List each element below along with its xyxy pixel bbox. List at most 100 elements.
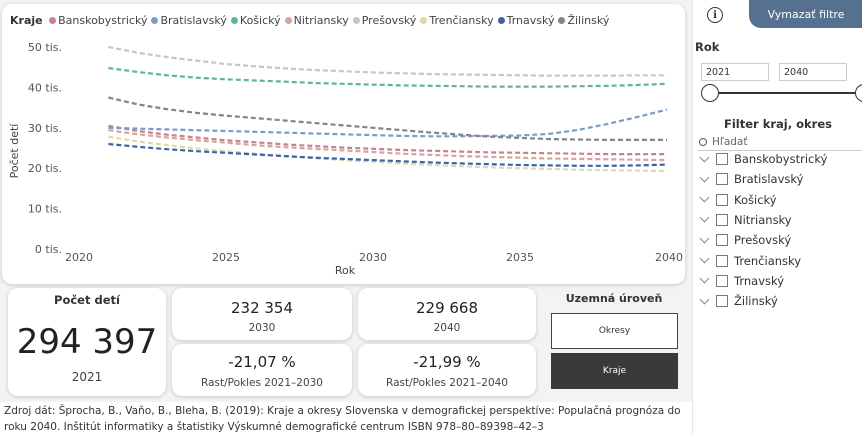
region-label: Košický [734, 192, 777, 207]
filter-panel: i Vymazať filtre Rok 2021 2040 Filter kr… [692, 0, 862, 435]
kpi-total-title: Počet detí [54, 293, 120, 307]
clear-filters-button[interactable]: Vymazať filtre [749, 0, 862, 28]
legend-item[interactable]: Prešovský [352, 14, 416, 27]
kpi-change-2040-value: -21,99 % [413, 353, 481, 371]
region-tree-item[interactable]: Prešovský [699, 233, 792, 248]
chevron-down-icon[interactable] [699, 212, 710, 223]
legend-marker [151, 17, 159, 24]
okresy-button[interactable]: Okresy [551, 313, 678, 349]
region-label: Trenčiansky [734, 253, 802, 268]
region-tree-item[interactable]: Banskobystrický [699, 152, 828, 166]
region-tree-item[interactable]: Bratislavský [699, 172, 804, 187]
y-tick-label: 40 tis. [28, 81, 62, 94]
region-label: Nitriansky [734, 212, 792, 227]
y-tick-label: 30 tis. [28, 122, 62, 135]
source-note-line-2: roku 2040. Inštitút informatiky a štatis… [4, 421, 544, 433]
region-label: Prešovský [734, 233, 792, 248]
kpi-2040-year: 2040 [433, 322, 461, 334]
legend-marker [352, 17, 360, 24]
series-line[interactable] [108, 135, 668, 173]
territory-level-panel: Uzemná úroveň Okresy Kraje [544, 288, 684, 400]
chevron-down-icon[interactable] [699, 152, 710, 162]
region-checkbox[interactable] [716, 254, 728, 267]
kpi-2040-card: 229 668 2040 [358, 288, 536, 340]
region-label: Bratislavský [734, 172, 804, 187]
legend-label: Košický [239, 14, 281, 27]
region-tree-item[interactable]: Žilinský [699, 294, 778, 308]
info-button[interactable]: i [707, 7, 723, 23]
region-search-box[interactable]: Hľadať [697, 134, 862, 151]
source-note: Zdroj dát: Šprocha, B., Vaňo, B., Bleha,… [4, 403, 694, 435]
region-tree-item[interactable]: Nitriansky [699, 212, 792, 227]
region-label: Trnavský [734, 273, 785, 288]
legend-item[interactable]: Košický [230, 14, 281, 27]
series-line[interactable] [108, 45, 667, 77]
legend-marker [497, 17, 505, 24]
kpi-2030-value: 232 354 [230, 299, 294, 317]
legend-item[interactable]: Banskobystrický [49, 14, 147, 27]
series-line[interactable] [108, 108, 668, 138]
kpi-change-2030-value: -21,07 % [228, 353, 296, 371]
chevron-down-icon[interactable] [699, 294, 710, 305]
region-checkbox[interactable] [716, 234, 728, 247]
line-chart: 0 tis. 10 tis. 20 tis. 30 tis. 40 tis. 50 tis… [8, 41, 683, 277]
legend-title: Kraje [10, 14, 43, 27]
line-chart-card[interactable]: Kraje Banskobystrický Bratislavský Košický… [2, 4, 685, 284]
x-axis-label: Rok [335, 264, 356, 277]
legend-item[interactable]: Bratislavský [151, 14, 227, 27]
year-from-value: 2021 [706, 67, 731, 78]
year-slider-handle-end[interactable] [855, 84, 862, 102]
kpi-2030-year: 2030 [248, 322, 276, 334]
region-tree-item[interactable]: Trenčiansky [699, 253, 802, 268]
series-line[interactable] [108, 96, 667, 141]
region-checkbox[interactable] [716, 173, 728, 186]
chevron-down-icon[interactable] [699, 172, 710, 183]
kpi-2030-card: 232 354 2030 [172, 288, 352, 340]
region-checkbox[interactable] [716, 274, 728, 287]
chevron-down-icon[interactable] [699, 253, 710, 264]
series-line[interactable] [108, 124, 667, 156]
territory-level-title: Uzemná úroveň [565, 292, 663, 305]
legend-item[interactable]: Žilinský [558, 14, 609, 27]
series-line[interactable] [108, 66, 668, 88]
region-checkbox[interactable] [716, 193, 728, 206]
legend-marker [230, 17, 238, 24]
region-checkbox[interactable] [716, 153, 728, 165]
kpi-change-2030-label: Rast/Pokles 2021–2030 [201, 377, 323, 389]
region-filter-title: Filter kraj, okres [724, 117, 832, 131]
year-to-input[interactable]: 2040 [779, 63, 847, 81]
region-search-placeholder: Hľadať [712, 136, 748, 148]
legend-label: Trnavský [506, 14, 555, 27]
kpi-change-2040-card: -21,99 % Rast/Pokles 2021–2040 [358, 344, 536, 396]
chevron-down-icon[interactable] [699, 233, 710, 244]
kpi-total-value: 294 397 [16, 322, 158, 362]
region-checkbox[interactable] [716, 213, 728, 226]
series-line[interactable] [108, 129, 668, 162]
legend-label: Banskobystrický [58, 14, 148, 27]
year-slider-handle-start[interactable] [701, 84, 719, 102]
legend-item[interactable]: Nitriansky [284, 14, 349, 27]
region-tree-item[interactable]: Trnavský [699, 273, 785, 288]
chevron-down-icon[interactable] [699, 273, 710, 284]
source-note-line-1: Zdroj dát: Šprocha, B., Vaňo, B., Bleha,… [4, 405, 681, 417]
kraje-button[interactable]: Kraje [551, 353, 678, 389]
year-slicer-title: Rok [695, 40, 720, 54]
y-axis-label: Počet detí [8, 123, 21, 179]
year-from-input[interactable]: 2021 [701, 63, 769, 81]
legend-marker [284, 17, 292, 24]
legend-item[interactable]: Trenčiansky [420, 14, 494, 27]
legend-label: Nitriansky [293, 14, 349, 27]
year-slider-track[interactable] [711, 92, 861, 94]
clear-filters-label: Vymazať filtre [767, 7, 845, 21]
legend-item[interactable]: Trnavský [497, 14, 555, 27]
search-icon [699, 138, 707, 146]
y-tick-label: 50 tis. [28, 41, 62, 54]
chevron-down-icon[interactable] [699, 192, 710, 203]
x-tick-label: 2020 [65, 251, 93, 264]
okresy-button-label: Okresy [598, 326, 631, 336]
region-tree-item[interactable]: Košický [699, 192, 777, 207]
region-checkbox[interactable] [716, 295, 728, 308]
series-line[interactable] [108, 142, 668, 167]
y-tick-label: 20 tis. [28, 162, 62, 175]
region-label: Banskobystrický [734, 152, 828, 166]
